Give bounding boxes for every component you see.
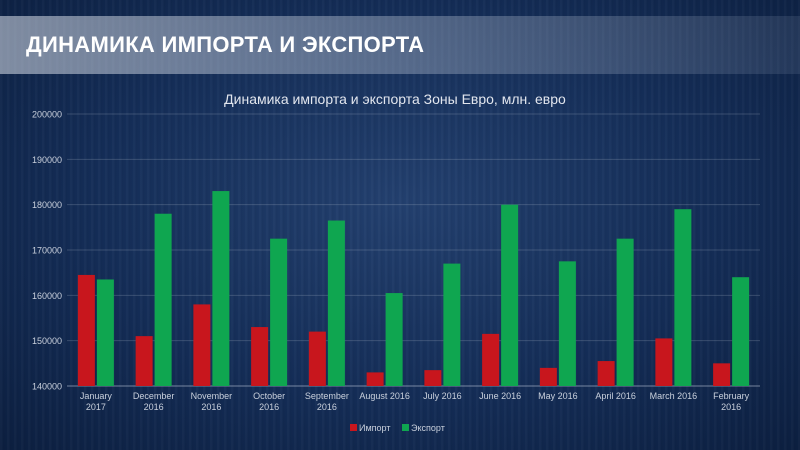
import-bar [539,367,557,386]
x-tick-label: April 2016 [595,391,636,401]
x-tick-label-line: September [305,391,349,401]
chart-title: Динамика импорта и экспорта Зоны Евро, м… [224,91,566,107]
export-bar [674,209,692,386]
y-tick-label: 190000 [32,155,62,165]
import-bar [597,361,615,386]
x-tick-label-line: 2016 [721,402,741,412]
x-tick-label-line: March 2016 [650,391,698,401]
x-tick-label: July 2016 [423,391,462,401]
x-tick-label-line: 2016 [259,402,279,412]
legend-item: Импорт [350,423,390,433]
import-bar [424,370,442,386]
x-tick-label-line: November [191,391,233,401]
legend-label: Импорт [359,423,390,433]
x-tick-label-line: February [713,391,750,401]
legend-label: Экспорт [411,423,445,433]
x-tick-label: August 2016 [359,391,410,401]
page-title: ДИНАМИКА ИМПОРТА И ЭКСПОРТА [26,32,425,57]
export-bar [616,238,634,386]
x-tick-label-line: January [80,391,113,401]
x-tick-label-line: 2016 [201,402,221,412]
export-bar [732,277,750,386]
export-bar [501,204,519,386]
export-bar [443,263,461,386]
x-tick-label-line: December [133,391,175,401]
x-tick-label-line: April 2016 [595,391,636,401]
x-tick-label-line: May 2016 [538,391,578,401]
x-tick-label-line: 2016 [317,402,337,412]
y-tick-label: 170000 [32,246,62,256]
import-bar [655,338,673,386]
x-tick-label-line: 2016 [144,402,164,412]
x-tick-label: June 2016 [479,391,521,401]
import-bar [77,274,95,386]
y-tick-label: 160000 [32,291,62,301]
export-bar [385,293,403,386]
y-tick-label: 140000 [32,382,62,392]
x-tick-label-line: 2017 [86,402,106,412]
import-bar [308,331,326,386]
y-tick-label: 200000 [32,110,62,120]
import-bar [135,336,153,386]
y-tick-label: 180000 [32,200,62,210]
x-tick-label-line: August 2016 [359,391,410,401]
export-bar [327,220,345,386]
import-bar [482,333,500,386]
x-tick-label-line: June 2016 [479,391,521,401]
export-bar [558,261,576,386]
title-banner: ДИНАМИКА ИМПОРТА И ЭКСПОРТА [0,16,800,74]
import-bar [366,372,384,386]
import-bar [193,304,211,386]
x-tick-label: March 2016 [650,391,698,401]
import-bar [251,327,269,386]
export-bar [96,279,114,386]
x-tick-label-line: October [253,391,285,401]
legend-swatch [350,424,357,431]
export-bar [270,238,288,386]
legend-item: Экспорт [402,423,445,433]
export-bar [154,213,172,386]
legend-swatch [402,424,409,431]
import-bar [713,363,731,386]
y-tick-label: 150000 [32,336,62,346]
x-tick-label: May 2016 [538,391,578,401]
x-tick-label-line: July 2016 [423,391,462,401]
export-bar [212,191,230,386]
